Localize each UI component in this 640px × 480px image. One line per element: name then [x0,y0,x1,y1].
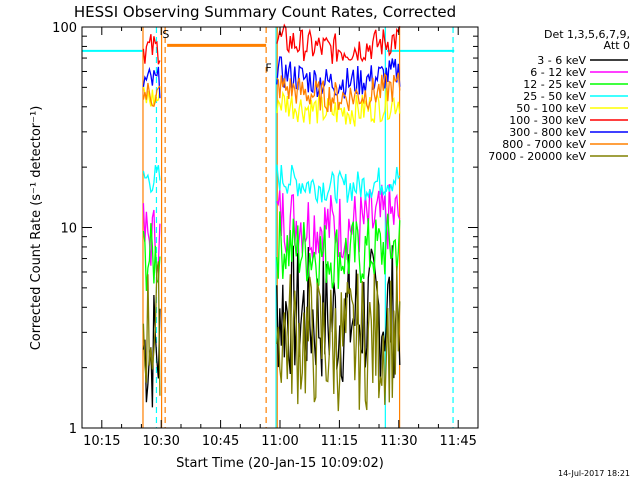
series-3-6keV [142,245,401,408]
legend-label-5: 100 - 300 keV [509,114,586,127]
series-line-0-1 [276,245,401,382]
legend-header-0: Det 1,3,5,6,7,9, [544,28,630,41]
x-tick-label-1: 10:30 [142,434,179,449]
x-tick-label-2: 10:45 [202,434,239,449]
annotation-1: F [265,61,271,74]
series-6-12keV [142,184,401,274]
series-line-3-1 [276,164,401,205]
legend-label-0: 3 - 6 keV [537,54,586,67]
legend-label-2: 12 - 25 keV [523,78,586,91]
series-100-300keV [142,23,401,65]
series-line-5-0 [142,34,161,65]
y-axis-label: Corrected Count Rate (s⁻¹ detector⁻¹) [29,106,44,351]
legend-label-6: 300 - 800 keV [509,126,586,139]
legend-label-3: 25 - 50 keV [523,90,586,103]
legend-label-7: 800 - 7000 keV [502,138,586,151]
legend-label-1: 6 - 12 keV [530,66,586,79]
series-line-6-0 [142,66,161,99]
legend-label-8: 7000 - 20000 keV [488,150,586,163]
y-tick-label-1: 10 [60,222,77,237]
series-7000-20000keV [142,261,401,412]
series-800-7000keV [142,72,401,113]
series-line-7-1 [276,72,401,113]
annotation-0: S [162,28,169,41]
series-line-7-0 [142,82,161,108]
x-tick-label-0: 10:15 [83,434,120,449]
footer-date: 14-Jul-2017 18:21 [558,469,630,478]
x-axis-ticks: 10:15 10:30 10:45 11:00 11:15 11:30 11:45 [83,27,477,449]
series-line-8-1 [276,265,401,412]
x-tick-label-4: 11:15 [321,434,358,449]
x-tick-label-3: 11:00 [261,434,298,449]
legend-label-4: 50 - 100 keV [516,102,586,115]
series-25-50keV [142,164,401,205]
chart-title: HESSI Observing Summary Count Rates, Cor… [74,3,456,21]
plot-area: SF [82,23,455,428]
y-axis-ticks: 1 10 100 [52,21,478,437]
y-tick-label-2: 100 [52,21,77,36]
series-50-100keV [142,85,401,127]
series-line-8-0 [142,261,161,396]
legend-header-1: Att 0 [604,39,630,52]
x-tick-label-5: 11:30 [380,434,417,449]
series-line-4-0 [142,85,161,107]
x-axis-label: Start Time (20-Jan-15 10:09:02) [176,456,384,471]
series-12-25keV [142,211,401,291]
series-line-5-1 [276,23,401,64]
x-tick-label-6: 11:45 [439,434,476,449]
series-line-3-0 [142,165,161,194]
y-tick-label-0: 1 [69,422,77,437]
series-line-0-0 [142,294,161,408]
series-line-2-1 [276,211,401,290]
